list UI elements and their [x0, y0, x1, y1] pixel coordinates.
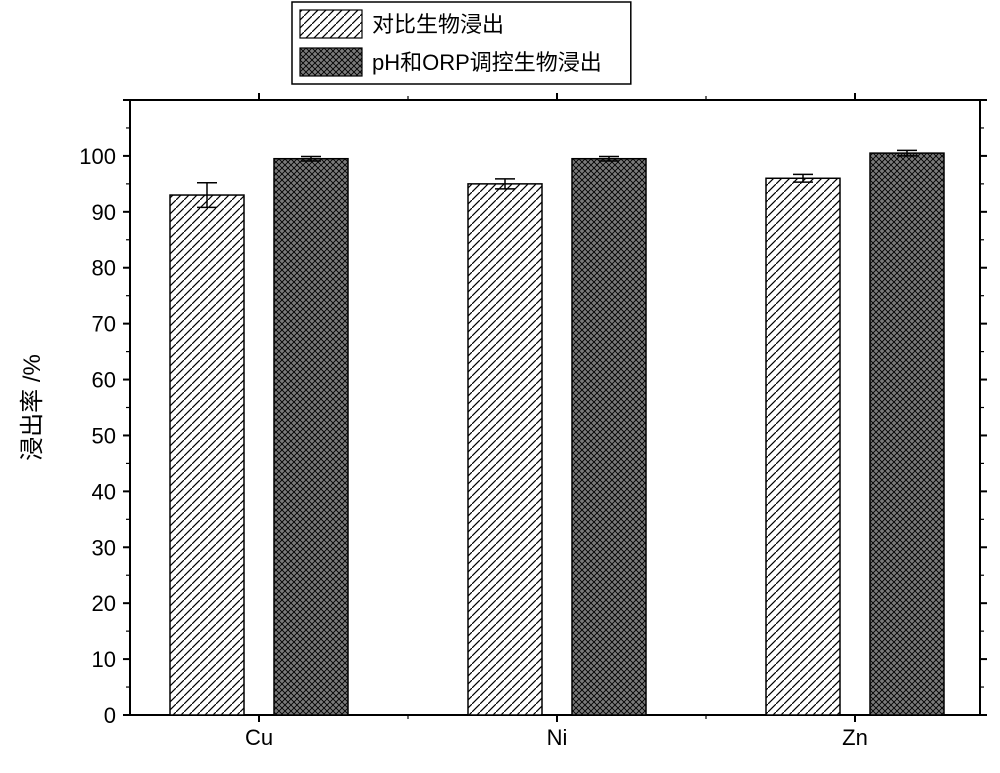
xtick-label: Cu [245, 725, 273, 750]
bar [766, 178, 840, 715]
legend-swatch [300, 10, 362, 38]
ytick-label: 80 [92, 256, 116, 281]
chart-container: 0102030405060708090100浸出率 /%CuNiZnCr对比生物… [0, 0, 1000, 773]
xtick-label: Ni [547, 725, 568, 750]
bar-chart-svg: 0102030405060708090100浸出率 /%CuNiZnCr对比生物… [0, 0, 1000, 773]
ytick-label: 0 [104, 703, 116, 728]
ytick-label: 30 [92, 535, 116, 560]
bar [170, 195, 244, 715]
bar [468, 184, 542, 715]
legend-label: 对比生物浸出 [372, 12, 504, 37]
bar [274, 159, 348, 715]
bar [870, 153, 944, 715]
ytick-label: 40 [92, 479, 116, 504]
plot-frame [130, 100, 980, 715]
ytick-label: 60 [92, 368, 116, 393]
legend-label: pH和ORP调控生物浸出 [372, 50, 602, 75]
legend-swatch [300, 48, 362, 76]
ytick-label: 50 [92, 423, 116, 448]
ytick-label: 100 [79, 144, 116, 169]
ytick-label: 10 [92, 647, 116, 672]
bar [572, 159, 646, 715]
y-axis-label: 浸出率 /% [19, 354, 46, 461]
ytick-label: 70 [92, 312, 116, 337]
ytick-label: 90 [92, 200, 116, 225]
ytick-label: 20 [92, 591, 116, 616]
xtick-label: Zn [842, 725, 868, 750]
